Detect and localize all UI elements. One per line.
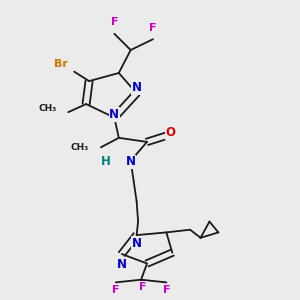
Text: CH₃: CH₃ — [38, 104, 56, 113]
Text: F: F — [112, 285, 120, 295]
Text: F: F — [139, 282, 146, 292]
Text: N: N — [126, 155, 136, 168]
Text: O: O — [166, 126, 176, 139]
Text: Br: Br — [54, 59, 68, 69]
Text: CH₃: CH₃ — [71, 142, 89, 152]
Text: F: F — [163, 285, 170, 295]
Text: N: N — [132, 237, 142, 250]
Text: H: H — [100, 155, 110, 168]
Text: F: F — [149, 23, 157, 33]
Text: N: N — [109, 108, 119, 121]
Text: F: F — [111, 17, 118, 27]
Text: N: N — [117, 258, 127, 271]
Text: N: N — [132, 81, 142, 94]
